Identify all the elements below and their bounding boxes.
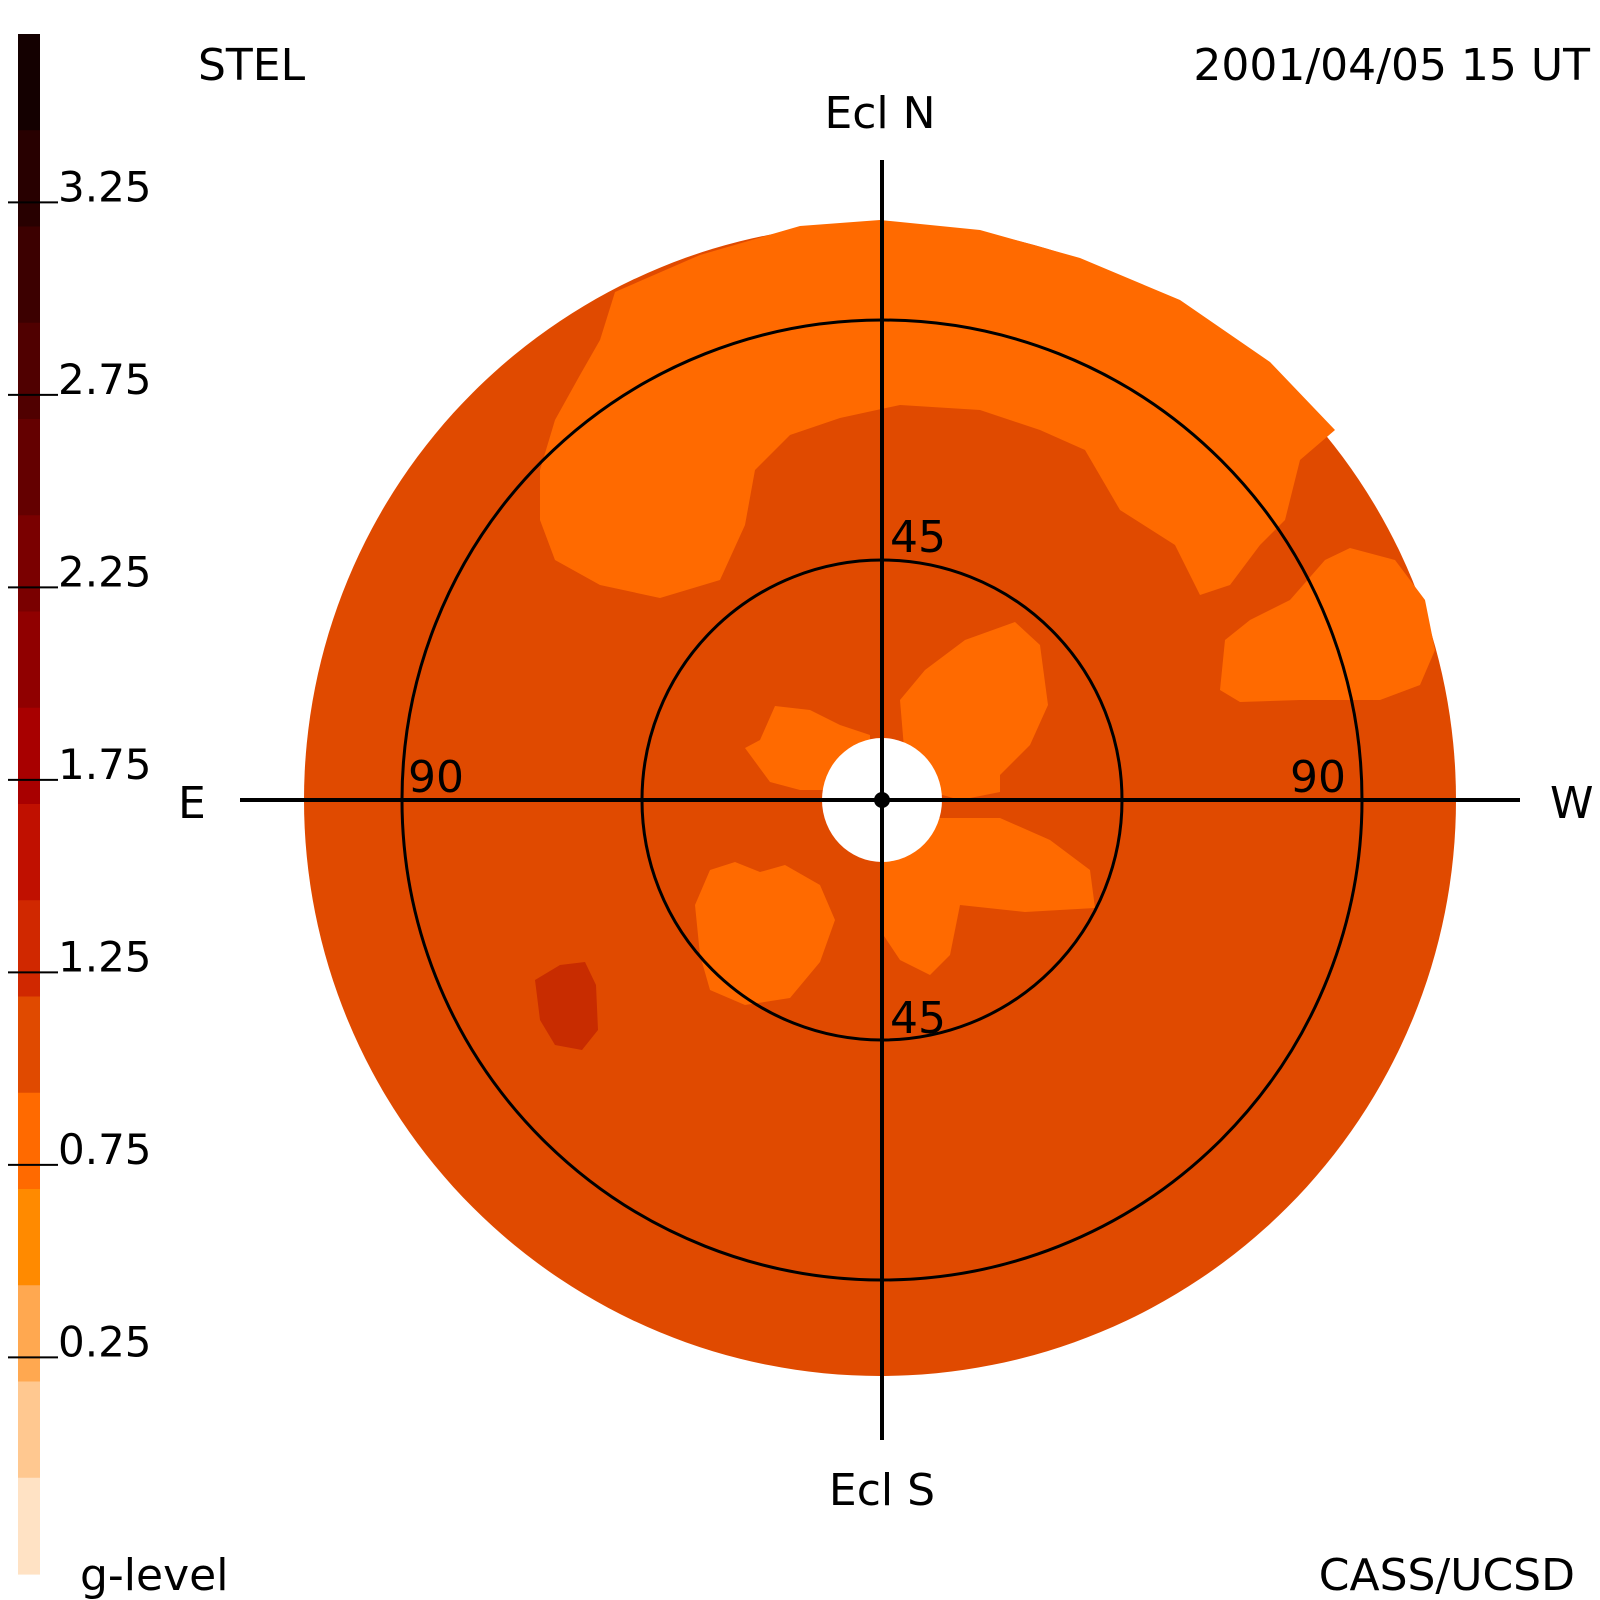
colorbar-swatch — [18, 1285, 40, 1383]
colorbar-swatch — [18, 707, 40, 805]
direction-east: E — [178, 778, 206, 829]
colorbar-tick-label: 1.75 — [58, 740, 152, 789]
colorbar-swatch — [18, 226, 40, 324]
colorbar-tick-label: 1.25 — [58, 932, 152, 981]
ring-label-90-right: 90 — [1290, 752, 1346, 803]
north-arc-low-region — [540, 220, 1335, 598]
colorbar-ticks: 3.25 2.75 2.25 1.75 1.25 0.75 0.25 — [8, 162, 152, 1366]
colorbar-swatch — [18, 900, 40, 998]
direction-west: W — [1550, 778, 1594, 829]
center-sw-lobe — [695, 862, 835, 1005]
sky-disk — [240, 160, 1520, 1440]
colorbar-tick-label: 3.25 — [58, 162, 152, 211]
colorbar-swatch — [18, 804, 40, 901]
center-ne-lobe — [900, 622, 1048, 800]
colorbar-tick-label: 2.25 — [58, 547, 152, 596]
direction-north: Ecl N — [824, 88, 935, 139]
colorbar-swatch — [18, 34, 40, 131]
colorbar — [18, 34, 40, 1575]
center-se-lobe — [880, 818, 1095, 975]
colorbar-swatch — [18, 515, 40, 613]
colorbar-tick-label: 0.75 — [58, 1125, 152, 1174]
colorbar-swatch — [18, 1477, 40, 1575]
colorbar-swatch — [18, 996, 40, 1094]
direction-south: Ecl S — [829, 1465, 935, 1516]
enhanced-region — [535, 962, 598, 1050]
colorbar-tick-label: 2.75 — [58, 355, 152, 404]
colorbar-swatch — [18, 1092, 40, 1190]
ring-label-45-top: 45 — [890, 512, 946, 563]
source-label: STEL — [198, 40, 306, 91]
credit-label: CASS/UCSD — [1319, 1550, 1575, 1600]
colorbar-swatch — [18, 322, 40, 420]
colorbar-swatch — [18, 419, 40, 516]
colorbar-swatch — [18, 1189, 40, 1286]
datetime-label: 2001/04/05 15 UT — [1193, 40, 1590, 91]
colorbar-swatch — [18, 611, 40, 709]
quantity-label: g-level — [80, 1550, 228, 1600]
colorbar-swatch — [18, 1381, 40, 1479]
colorbar-swatch — [18, 130, 40, 228]
ring-label-45-bottom: 45 — [890, 993, 946, 1044]
colorbar-tick-label: 0.25 — [58, 1317, 152, 1366]
ring-label-90-left: 90 — [408, 752, 464, 803]
